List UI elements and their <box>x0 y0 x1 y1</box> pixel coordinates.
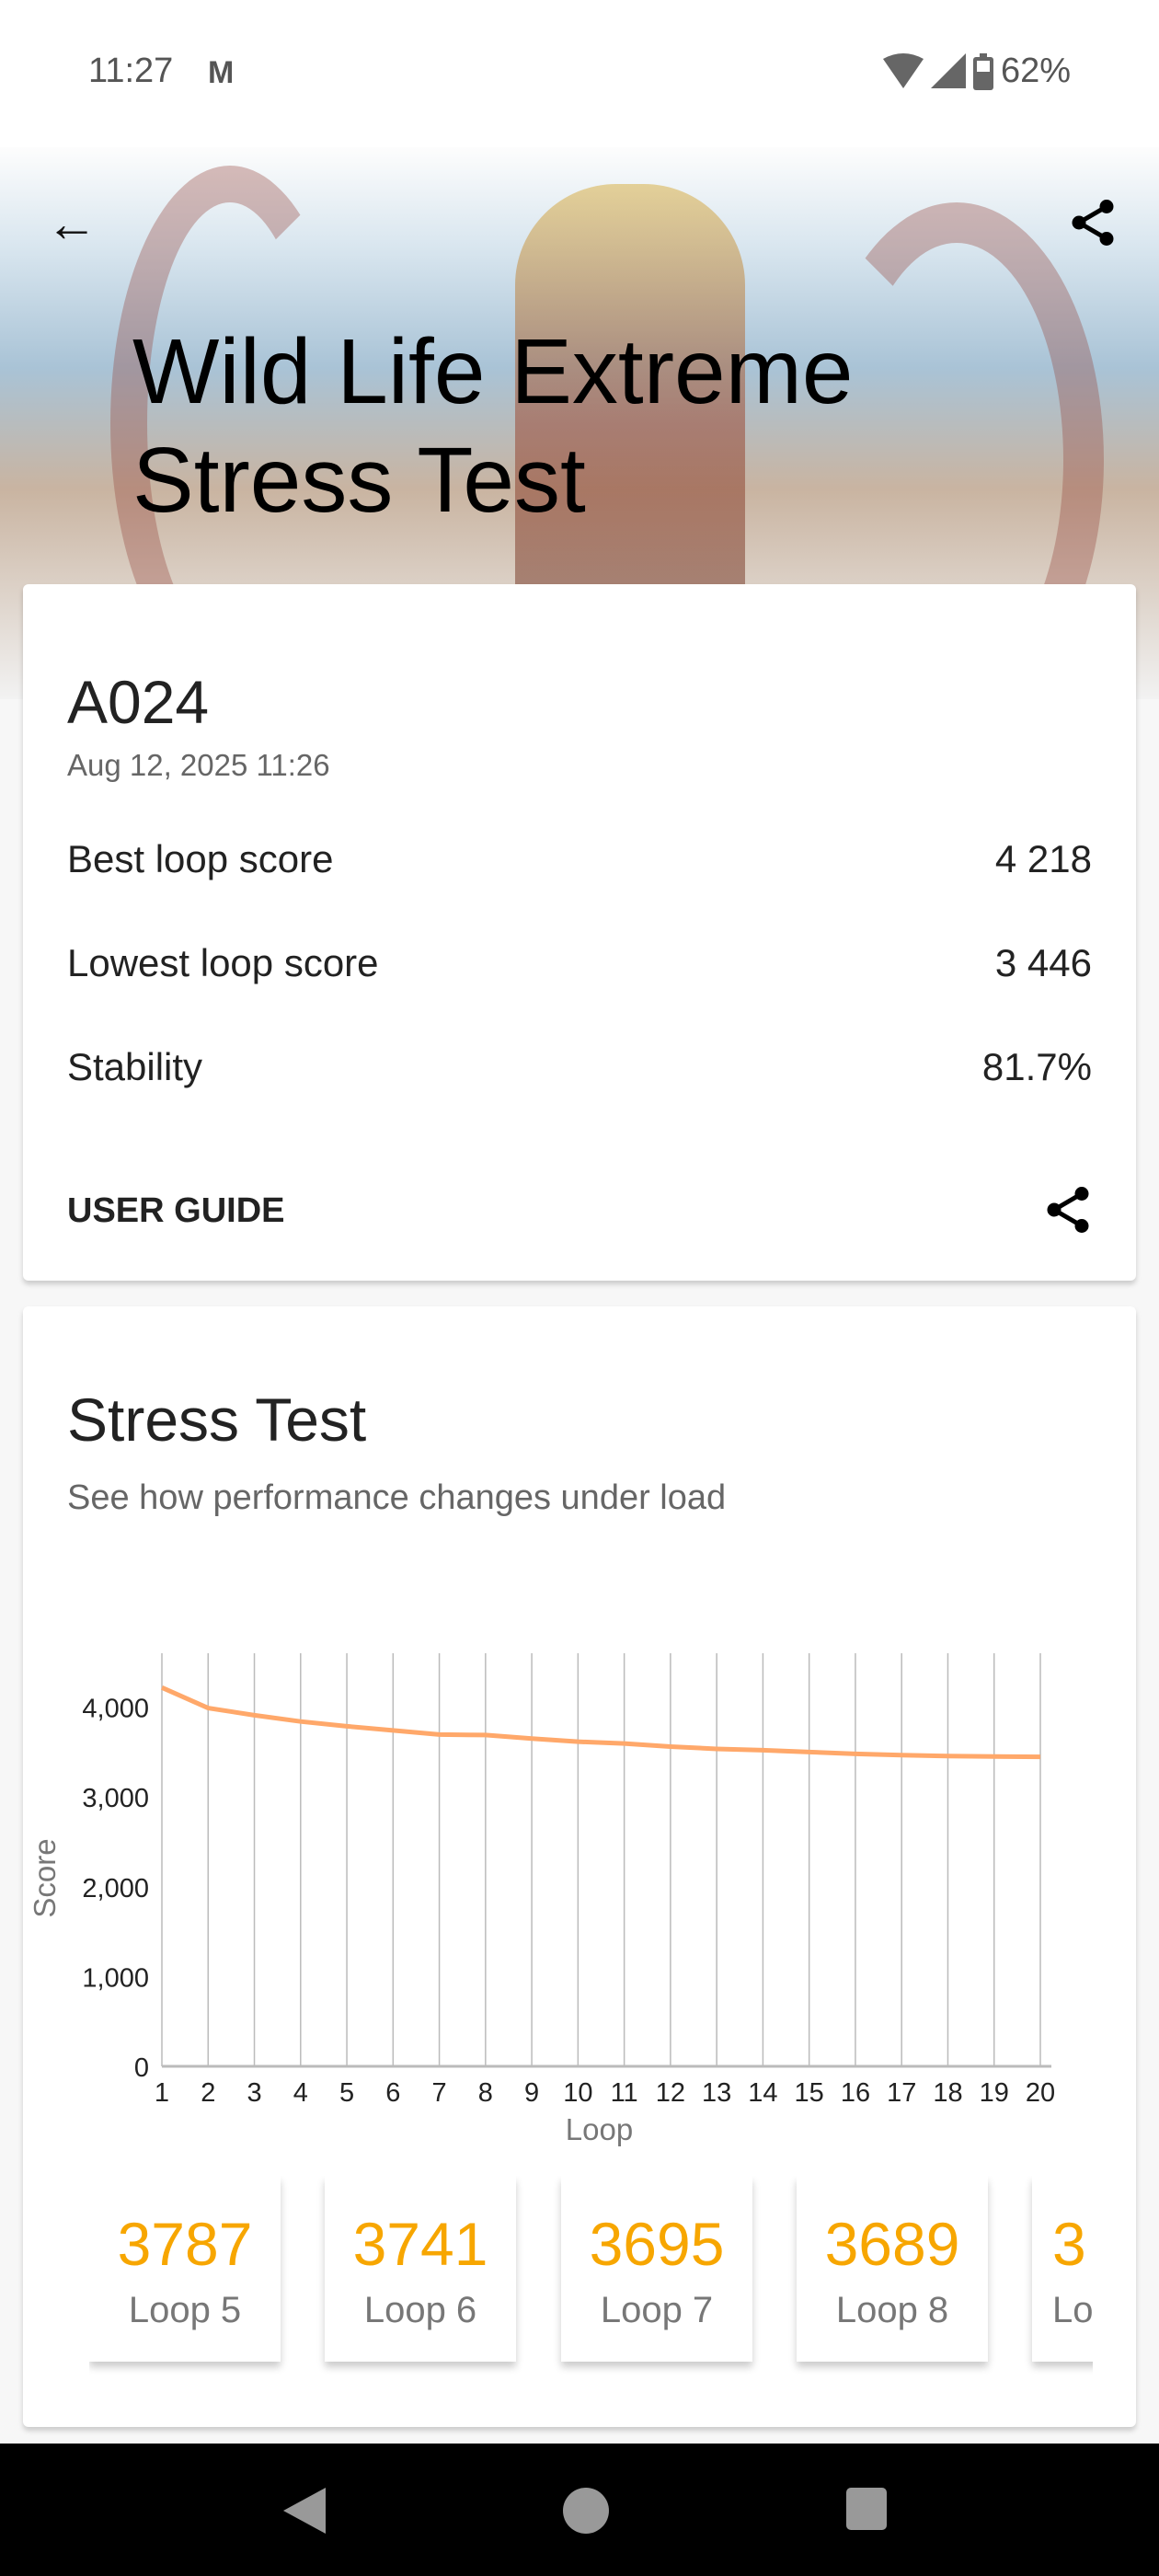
x-tick-label: 8 <box>478 2078 493 2108</box>
x-tick-label: 19 <box>980 2078 1009 2108</box>
lowest-loop-row: Lowest loop score 3 446 <box>67 941 1092 985</box>
y-tick-label: 3,000 <box>82 1784 149 1813</box>
x-tick-label: 9 <box>524 2078 539 2108</box>
y-tick-label: 2,000 <box>82 1874 149 1903</box>
stability-row: Stability 81.7% <box>67 1045 1092 1089</box>
x-tick-label: 12 <box>656 2078 685 2108</box>
loop-score: 3689 <box>824 2210 960 2278</box>
status-bar: 11:27 M 62% <box>0 0 1159 147</box>
loop-label: Loop 7 <box>600 2290 714 2330</box>
x-tick-label: 7 <box>432 2078 447 2108</box>
loop-tile[interactable]: 3695 Loop 7 <box>561 2176 752 2362</box>
x-tick-label: 6 <box>385 2078 400 2108</box>
summary-card: A024 Aug 12, 2025 11:26 Best loop score 4… <box>23 584 1136 1281</box>
page-title: Wild Life Extreme Stress Test <box>132 317 854 535</box>
x-tick-label: 1 <box>155 2078 169 2108</box>
loop-tile[interactable]: 3689 Loop 8 <box>797 2176 988 2362</box>
row-value: 4 218 <box>994 837 1092 880</box>
test-date: Aug 12, 2025 11:26 <box>67 748 330 782</box>
navigation-bar <box>0 2444 1159 2576</box>
x-tick-label: 13 <box>702 2078 731 2108</box>
loop-label: Loop 5 <box>128 2290 242 2330</box>
x-tick-label: 18 <box>933 2078 962 2108</box>
y-axis-label: Score <box>28 1838 62 1917</box>
row-value: 3 446 <box>994 941 1092 984</box>
section-subtitle: See how performance changes under load <box>67 1478 727 1517</box>
x-tick-label: 17 <box>887 2078 916 2108</box>
loop-tile[interactable]: 3741 Loop 6 <box>325 2176 516 2362</box>
title-line-1: Wild Life Extreme <box>132 320 854 423</box>
share-icon[interactable] <box>1040 1182 1096 1237</box>
x-tick-label: 3 <box>247 2078 261 2108</box>
loop-tile[interactable]: 3 Lo <box>1032 2176 1093 2362</box>
nav-home-icon[interactable] <box>563 2488 609 2534</box>
loop-label: Lo <box>1052 2290 1093 2330</box>
best-loop-row: Best loop score 4 218 <box>67 837 1092 881</box>
y-tick-label: 4,000 <box>82 1695 149 1724</box>
gmail-icon: M <box>208 55 235 90</box>
title-line-2: Stress Test <box>132 429 586 532</box>
y-tick-label: 1,000 <box>82 1963 149 1993</box>
x-tick-label: 4 <box>293 2078 308 2108</box>
signal-icon <box>930 52 966 88</box>
clock: 11:27 <box>88 52 174 90</box>
x-tick-label: 2 <box>201 2078 215 2108</box>
nav-recents-icon[interactable] <box>846 2488 887 2530</box>
x-tick-label: 11 <box>611 2078 638 2108</box>
loop-score: 3787 <box>117 2210 253 2278</box>
loop-score: 3741 <box>352 2210 488 2278</box>
wifi-icon <box>882 52 924 88</box>
x-tick-label: 5 <box>339 2078 354 2108</box>
device-name: A024 <box>67 668 210 736</box>
row-label: Lowest loop score <box>67 941 379 984</box>
battery-icon <box>972 52 993 90</box>
row-value: 81.7% <box>981 1045 1092 1088</box>
loop-label: Loop 8 <box>835 2290 949 2330</box>
battery-percent: 62% <box>1000 52 1071 90</box>
loop-score: 3 <box>1052 2210 1086 2278</box>
loop-label: Loop 6 <box>363 2290 477 2330</box>
loop-tile[interactable]: 3787 Loop 5 <box>89 2176 281 2362</box>
row-label: Best loop score <box>67 837 334 880</box>
x-tick-label: 15 <box>795 2078 824 2108</box>
row-label: Stability <box>67 1045 203 1088</box>
loop-tiles[interactable]: 3787 Loop 5 3741 Loop 6 3695 Loop 7 3689 Loo… <box>89 2176 1093 2397</box>
score-chart: 1 2 3 4 5 6 7 8 9 10 11 12 13 14 15 16 17 18 19 2001,0002,0… <box>28 1653 1055 2146</box>
loop-score: 3695 <box>589 2210 725 2278</box>
nav-back-icon[interactable] <box>283 2488 326 2534</box>
x-tick-label: 10 <box>563 2078 592 2108</box>
share-icon[interactable] <box>1065 195 1120 250</box>
x-tick-label: 14 <box>748 2078 777 2108</box>
x-tick-label: 20 <box>1026 2078 1055 2108</box>
x-tick-label: 16 <box>841 2078 870 2108</box>
section-title: Stress Test <box>67 1386 367 1454</box>
y-tick-label: 0 <box>134 2053 149 2083</box>
score-line <box>160 1685 1041 1760</box>
x-axis-label: Loop <box>566 2112 633 2146</box>
user-guide-button[interactable]: USER GUIDE <box>67 1191 285 1230</box>
back-arrow-icon[interactable]: ← <box>46 194 98 252</box>
